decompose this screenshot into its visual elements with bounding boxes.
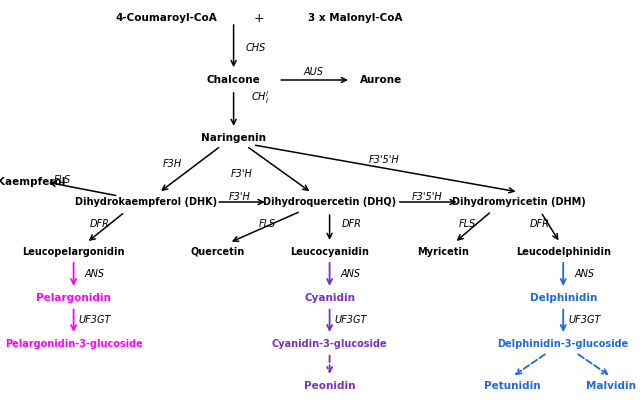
Text: DFR: DFR <box>529 219 550 229</box>
Text: DFR: DFR <box>342 219 362 229</box>
Text: AUS: AUS <box>303 67 324 77</box>
Text: Pelargonidin-3-glucoside: Pelargonidin-3-glucoside <box>4 339 143 349</box>
Text: UF3GT: UF3GT <box>335 315 367 325</box>
Text: Leucocyanidin: Leucocyanidin <box>290 247 369 257</box>
Text: Cyanidin-3-glucoside: Cyanidin-3-glucoside <box>272 339 387 349</box>
Text: Petunidin: Petunidin <box>484 381 540 391</box>
Text: +: + <box>254 12 264 24</box>
Text: F3'5'H: F3'5'H <box>412 192 443 202</box>
Text: Naringenin: Naringenin <box>201 133 266 143</box>
Text: Peonidin: Peonidin <box>304 381 355 391</box>
Text: Dihydroquercetin (DHQ): Dihydroquercetin (DHQ) <box>263 197 396 207</box>
Text: Delphinidin-3-glucoside: Delphinidin-3-glucoside <box>497 339 629 349</box>
Text: UF3GT: UF3GT <box>568 315 600 325</box>
Text: F3'5'H: F3'5'H <box>369 155 399 165</box>
Text: Dihydromyricetin (DHM): Dihydromyricetin (DHM) <box>452 197 585 207</box>
Text: 3 x Malonyl-CoA: 3 x Malonyl-CoA <box>308 13 403 23</box>
Text: F3'H: F3'H <box>231 169 253 179</box>
Text: Delphinidin: Delphinidin <box>529 293 597 303</box>
Text: UF3GT: UF3GT <box>79 315 111 325</box>
Text: ANS: ANS <box>340 269 361 278</box>
Text: Quercetin: Quercetin <box>191 247 244 257</box>
Text: DFR: DFR <box>90 219 110 229</box>
Text: Malvidin: Malvidin <box>586 381 636 391</box>
Text: F3H: F3H <box>163 159 182 169</box>
Text: Chalcone: Chalcone <box>207 75 260 85</box>
Text: F3'H: F3'H <box>228 192 250 202</box>
Text: Myricetin: Myricetin <box>417 247 470 257</box>
Text: ANS: ANS <box>84 269 105 278</box>
Text: $CH_I^I$: $CH_I^I$ <box>251 90 270 106</box>
Text: 4-Coumaroyl-CoA: 4-Coumaroyl-CoA <box>116 13 217 23</box>
Text: Dihydrokaempferol (DHK): Dihydrokaempferol (DHK) <box>75 197 217 207</box>
Text: CHS: CHS <box>246 43 266 53</box>
Text: Leucopelargonidin: Leucopelargonidin <box>22 247 125 257</box>
Text: Aurone: Aurone <box>360 75 402 85</box>
Text: FLS: FLS <box>54 175 70 185</box>
Text: FLS: FLS <box>259 219 276 229</box>
Text: ANS: ANS <box>574 269 595 278</box>
Text: Leucodelphinidin: Leucodelphinidin <box>516 247 611 257</box>
Text: Pelargonidin: Pelargonidin <box>36 293 111 303</box>
Text: Kaempferol: Kaempferol <box>0 177 65 187</box>
Text: FLS: FLS <box>459 219 476 229</box>
Text: Cyanidin: Cyanidin <box>304 293 355 303</box>
